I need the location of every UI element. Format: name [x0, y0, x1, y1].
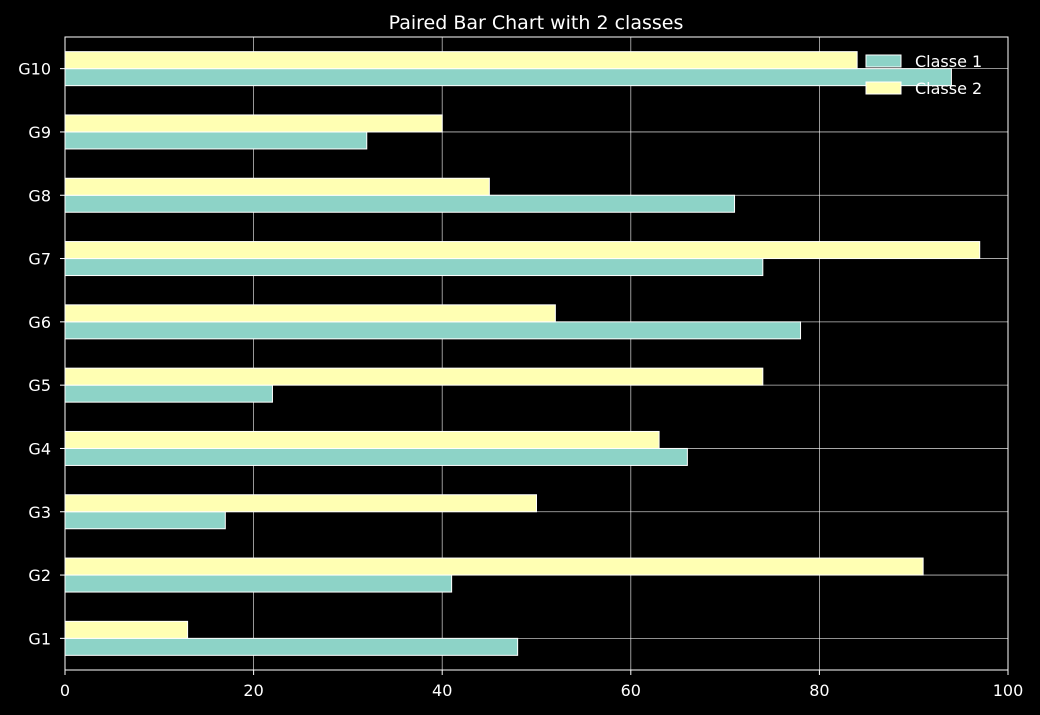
y-tick-label-g10: G10: [18, 60, 51, 79]
legend-swatch-classe-2: [865, 81, 902, 95]
x-tick-label: 20: [243, 681, 263, 700]
bar-classe-1-g10: [64, 68, 952, 87]
bar-classe-2-g4: [64, 430, 660, 449]
bar-classe-2-g2: [64, 557, 924, 576]
y-tick-label-g1: G1: [28, 629, 51, 648]
y-tick-label-g6: G6: [28, 313, 51, 332]
bar-classe-1-g6: [64, 321, 802, 340]
y-axis-ticks: G1 G2 G3 G4 G5 G6 G7 G8 G9 G10: [18, 60, 65, 648]
y-tick-label-g5: G5: [28, 376, 51, 395]
bar-classe-1-g4: [64, 447, 688, 466]
bar-classe-1-g9: [64, 131, 368, 150]
legend-label-classe-1: Classe 1: [915, 52, 982, 71]
plot-frame: [64, 36, 1009, 671]
bar-classe-1-g7: [64, 258, 764, 277]
x-tick-label: 80: [809, 681, 829, 700]
bar-classe-1-g8: [64, 194, 736, 213]
x-tick-label: 40: [432, 681, 452, 700]
bar-classe-1-g3: [64, 511, 226, 530]
legend: Classe 1 Classe 2: [865, 52, 982, 98]
bar-classe-1-g5: [64, 384, 273, 403]
y-tick-label-g4: G4: [28, 439, 51, 458]
legend-swatch-classe-1: [865, 54, 902, 68]
x-axis-ticks: 0 20 40 60 80 100: [60, 670, 1023, 700]
bar-classe-2-g3: [64, 494, 537, 513]
y-tick-label-g2: G2: [28, 566, 51, 585]
y-tick-label-g9: G9: [28, 123, 51, 142]
bar-classe-2-g5: [64, 367, 764, 386]
chart-title: Paired Bar Chart with 2 classes: [389, 12, 684, 34]
bar-classe-2-g9: [64, 114, 443, 133]
x-tick-label: 60: [621, 681, 641, 700]
bar-classe-2-g1: [64, 620, 189, 639]
x-tick-label: 0: [60, 681, 70, 700]
bar-classe-2-g6: [64, 304, 556, 323]
bar-classe-1-g2: [64, 574, 453, 593]
y-tick-label-g8: G8: [28, 186, 51, 205]
x-tick-label: 100: [993, 681, 1024, 700]
y-tick-label-g7: G7: [28, 250, 51, 269]
y-tick-label-g3: G3: [28, 503, 51, 522]
legend-label-classe-2: Classe 2: [915, 79, 982, 98]
bars-layer: [64, 51, 981, 656]
bar-classe-2-g10: [64, 51, 858, 70]
bar-classe-2-g7: [64, 241, 981, 260]
bar-classe-1-g1: [64, 637, 519, 656]
bar-classe-2-g8: [64, 177, 490, 196]
